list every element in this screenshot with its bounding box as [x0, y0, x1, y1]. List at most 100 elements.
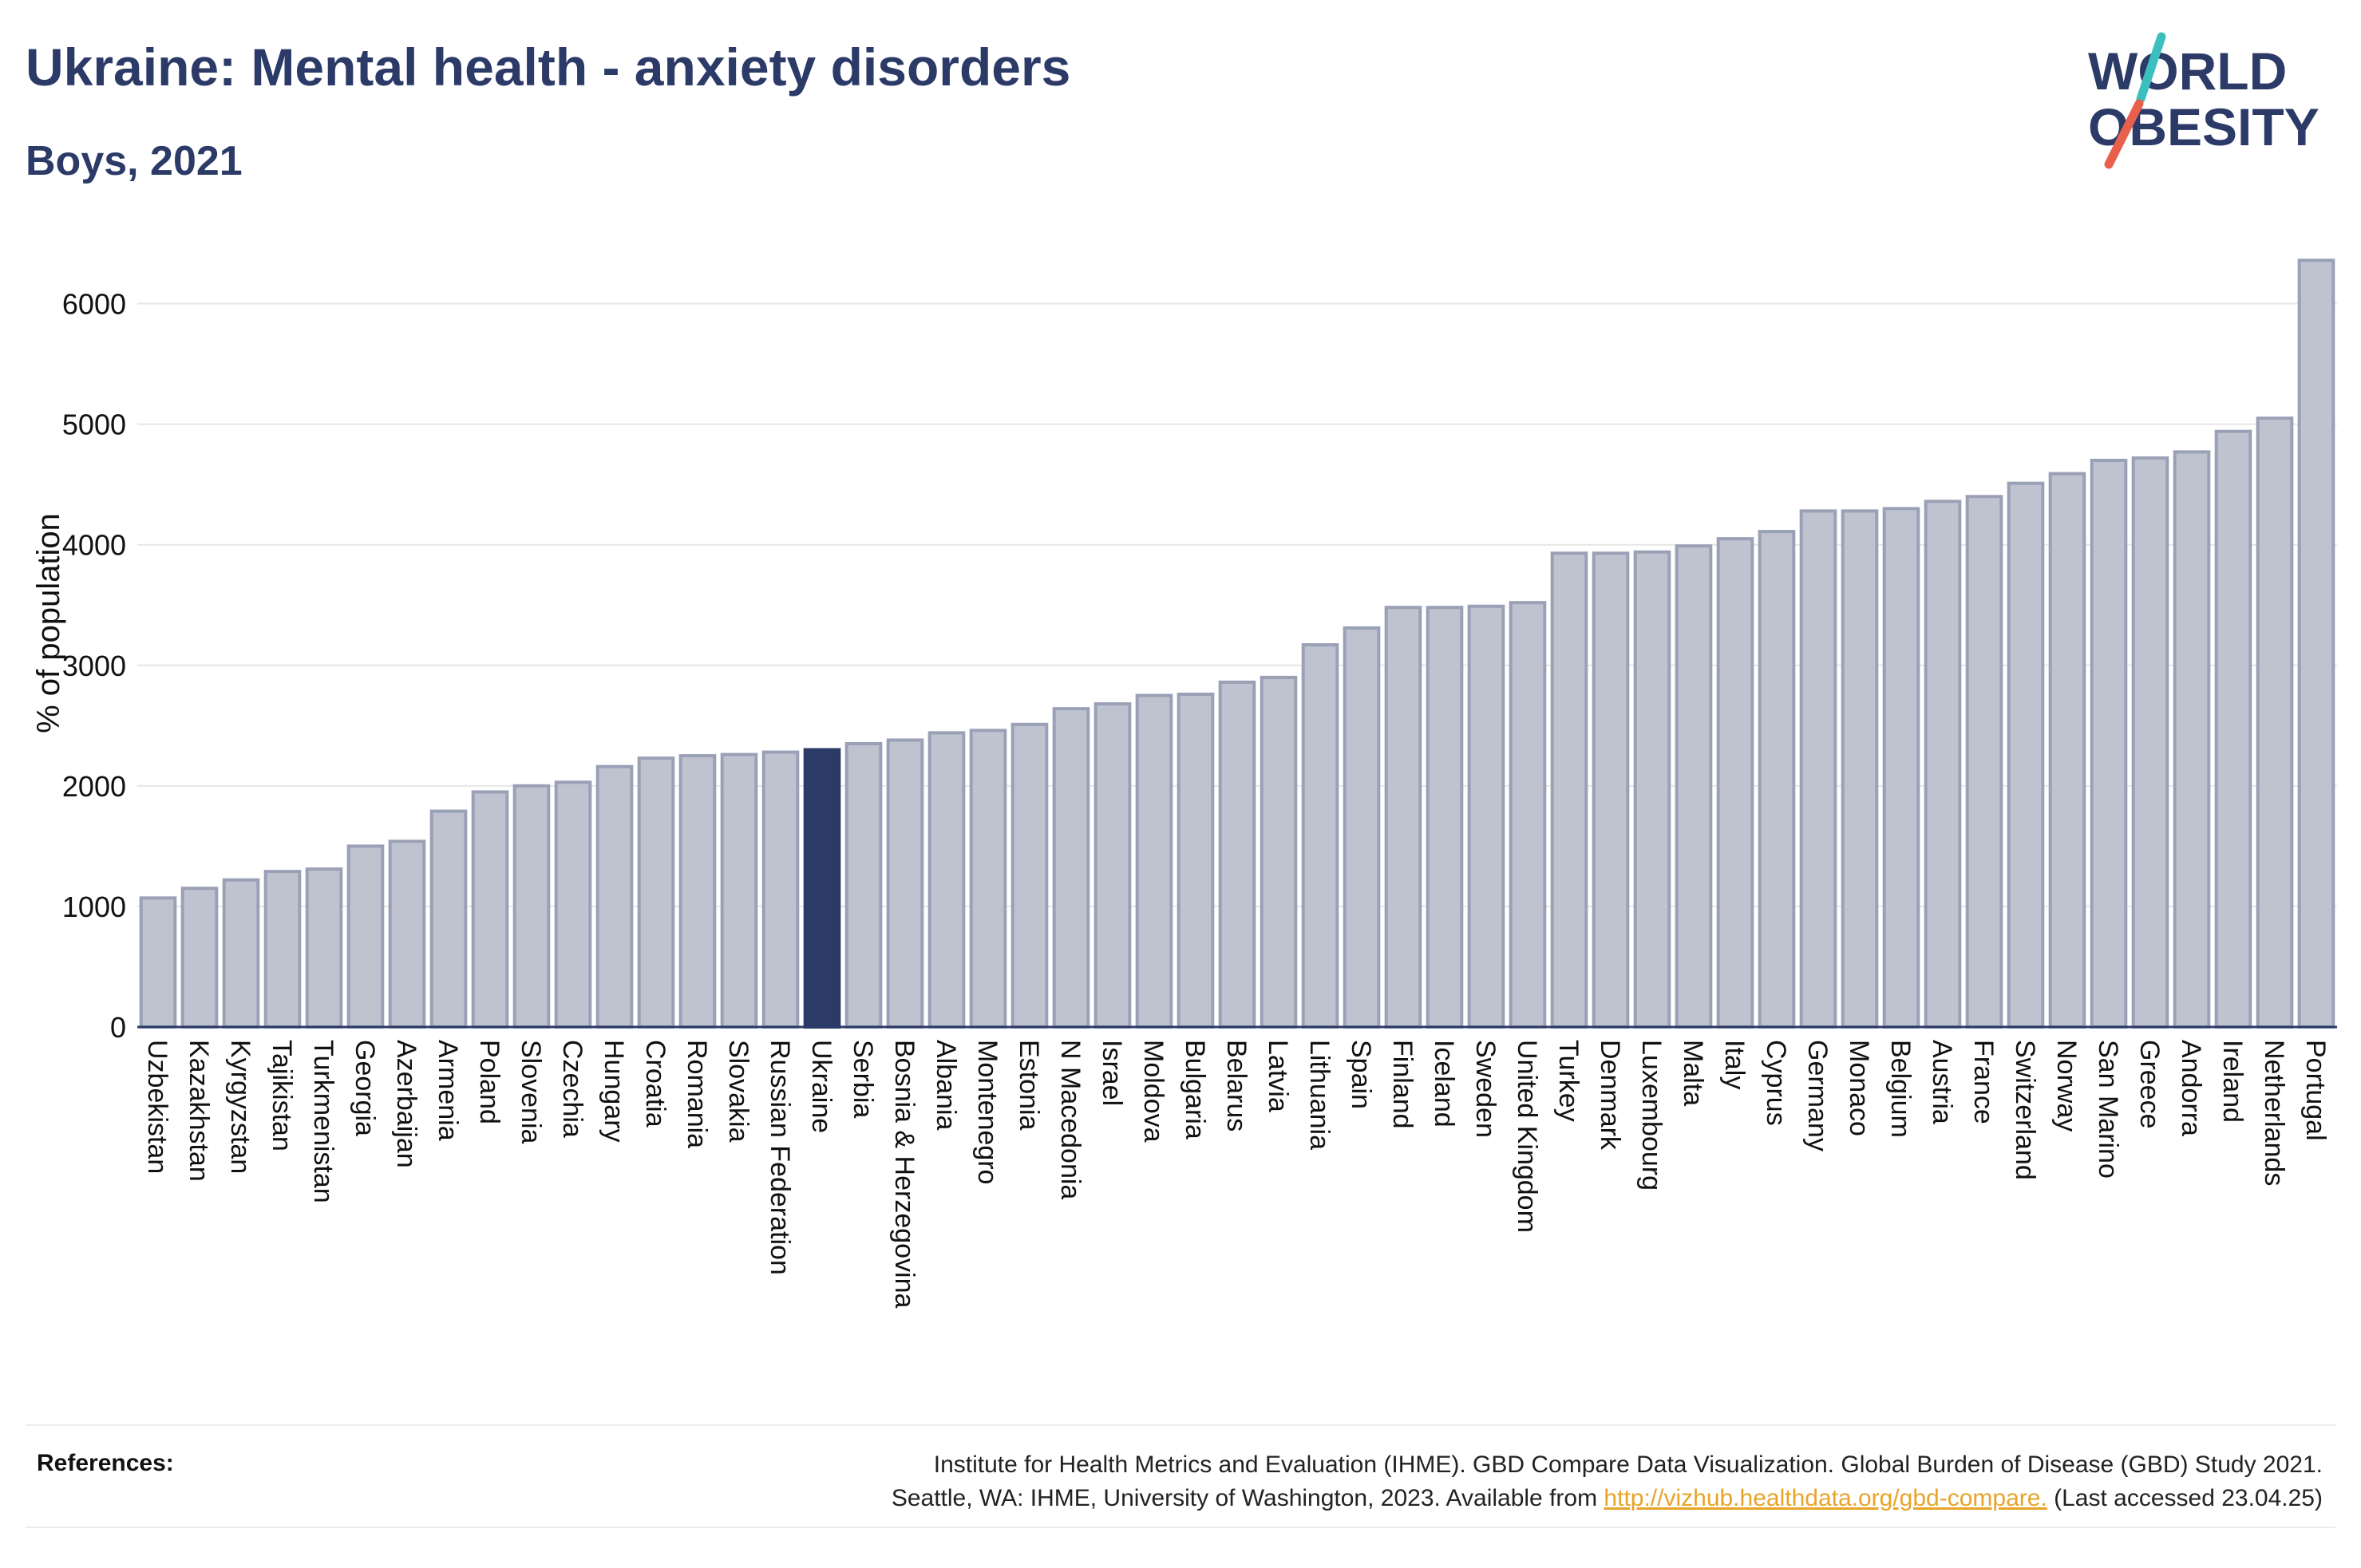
x-tick-label: Estonia — [1014, 1040, 1044, 1130]
bar-denmark — [1592, 551, 1630, 1029]
x-tick-label: Poland — [474, 1040, 504, 1124]
bar-austria — [1924, 500, 1962, 1029]
y-tick-label: 5000 — [62, 409, 126, 441]
logo-slash-top — [2136, 32, 2166, 104]
bar-uzbekistan — [139, 896, 177, 1029]
logo-slash-bottom — [2104, 99, 2144, 169]
page-title: Ukraine: Mental health - anxiety disorde… — [26, 38, 1071, 97]
bar-united-kingdom — [1509, 601, 1547, 1029]
y-tick-labels: 0 1000 2000 3000 4000 5000 6000 — [62, 288, 126, 1044]
x-tick-label: Israel — [1097, 1040, 1127, 1106]
x-tick-label: Austria — [1927, 1040, 1957, 1124]
bar-netherlands — [2256, 417, 2294, 1029]
bar-chart: 0 1000 2000 3000 4000 5000 6000 Uzbekistan Kaza… — [31, 259, 2337, 1309]
bar-n-macedonia — [1052, 707, 1090, 1029]
references-line-2: Seattle, WA: IHME, University of Washing… — [892, 1482, 2323, 1515]
x-tick-label: Netherlands — [2259, 1040, 2289, 1186]
x-tick-label: Andorra — [2176, 1040, 2206, 1136]
y-axis-label: % of population — [31, 513, 66, 733]
x-tick-label: Slovakia — [723, 1040, 753, 1143]
bar-cyprus — [1758, 530, 1796, 1029]
x-tick-label: Ukraine — [806, 1040, 836, 1133]
bars — [139, 259, 2335, 1029]
x-tick-label: Cyprus — [1761, 1040, 1791, 1126]
x-tick-label: Denmark — [1595, 1040, 1625, 1151]
x-tick-label: Kyrgyzstan — [225, 1040, 255, 1174]
bar-montenegro — [969, 729, 1007, 1029]
bar-lithuania — [1301, 643, 1339, 1029]
x-tick-label: San Marino — [2093, 1040, 2123, 1179]
x-tick-label: Moldova — [1138, 1040, 1169, 1143]
references-label: References: — [37, 1450, 174, 1476]
x-tick-label: Germany — [1802, 1040, 1833, 1151]
x-tick-label: Romania — [682, 1040, 712, 1148]
bar-andorra — [2173, 450, 2211, 1029]
x-tick-label: Greece — [2134, 1040, 2165, 1129]
x-tick-label: Ireland — [2217, 1040, 2248, 1123]
x-tick-label: Monaco — [1844, 1040, 1874, 1136]
bar-germany — [1799, 509, 1837, 1029]
bar-iceland — [1426, 606, 1464, 1029]
x-tick-label: Latvia — [1263, 1040, 1293, 1112]
y-tick-label: 3000 — [62, 650, 126, 682]
bar-slovenia — [512, 784, 551, 1029]
bar-monaco — [1841, 509, 1879, 1029]
references-link[interactable]: http://vizhub.healthdata.org/gbd-compare… — [1604, 1485, 2047, 1511]
bar-bosnia-herzegovina — [886, 738, 924, 1029]
x-tick-labels: Uzbekistan Kazakhstan Kyrgyzstan Tajikistan… — [142, 1040, 2331, 1309]
x-tick-label: Sweden — [1470, 1040, 1501, 1138]
bar-israel — [1093, 702, 1132, 1029]
x-tick-label: Portugal — [2300, 1040, 2331, 1141]
bar-azerbaijan — [388, 839, 426, 1029]
x-tick-label: France — [1968, 1040, 1999, 1124]
world-obesity-logo: WORLD OBESITY — [2088, 32, 2319, 169]
x-tick-label: Turkmenistan — [308, 1040, 338, 1203]
bar-kyrgyzstan — [222, 878, 260, 1029]
x-tick-label: Montenegro — [972, 1040, 1003, 1184]
x-tick-label: Armenia — [433, 1040, 463, 1141]
x-tick-label: Spain — [1346, 1040, 1376, 1109]
x-tick-label: Bosnia & Herzegovina — [889, 1040, 919, 1309]
references-panel: References: Institute for Health Metrics… — [26, 1424, 2335, 1528]
bar-tajikistan — [263, 870, 302, 1029]
x-tick-label: Lithuania — [1304, 1040, 1335, 1150]
x-tick-label: Kazakhstan — [184, 1040, 214, 1182]
x-tick-label: Hungary — [599, 1040, 629, 1143]
x-tick-label: United Kingdom — [1512, 1040, 1542, 1233]
bar-san-marino — [2090, 458, 2128, 1029]
bar-france — [1965, 495, 2003, 1029]
x-tick-label: Malta — [1678, 1040, 1708, 1106]
bar-italy — [1716, 537, 1754, 1029]
bar-armenia — [429, 809, 468, 1029]
x-tick-label: Bulgaria — [1180, 1040, 1210, 1139]
x-tick-label: Belgium — [1885, 1040, 1916, 1138]
bar-georgia — [346, 844, 385, 1029]
x-tick-label: Slovenia — [516, 1040, 546, 1144]
bar-latvia — [1260, 675, 1298, 1029]
bar-czechia — [554, 780, 592, 1029]
page-subtitle: Boys, 2021 — [26, 138, 243, 184]
x-tick-label: Albania — [931, 1040, 961, 1131]
references-line-2-suffix: (Last accessed 23.04.25) — [2047, 1485, 2323, 1511]
bar-croatia — [637, 756, 675, 1029]
bar-slovakia — [720, 752, 758, 1029]
x-tick-label: Finland — [1387, 1040, 1418, 1129]
x-tick-label: Croatia — [640, 1040, 670, 1128]
x-tick-label: Georgia — [350, 1040, 380, 1136]
bar-romania — [678, 754, 717, 1029]
y-tick-label: 4000 — [62, 529, 126, 562]
references-text: Institute for Health Metrics and Evaluat… — [892, 1448, 2323, 1515]
bar-norway — [2048, 472, 2086, 1029]
x-tick-label: Norway — [2051, 1040, 2082, 1132]
bar-belarus — [1218, 680, 1256, 1029]
bar-bulgaria — [1177, 693, 1215, 1029]
bar-moldova — [1135, 693, 1173, 1029]
bar-poland — [471, 790, 509, 1029]
y-tick-label: 6000 — [62, 288, 126, 321]
bar-albania — [927, 731, 966, 1029]
bar-malta — [1675, 544, 1713, 1029]
bar-estonia — [1010, 722, 1049, 1029]
bar-luxembourg — [1633, 550, 1671, 1029]
x-tick-label: N Macedonia — [1055, 1040, 1086, 1199]
bar-russian-federation — [761, 750, 800, 1029]
